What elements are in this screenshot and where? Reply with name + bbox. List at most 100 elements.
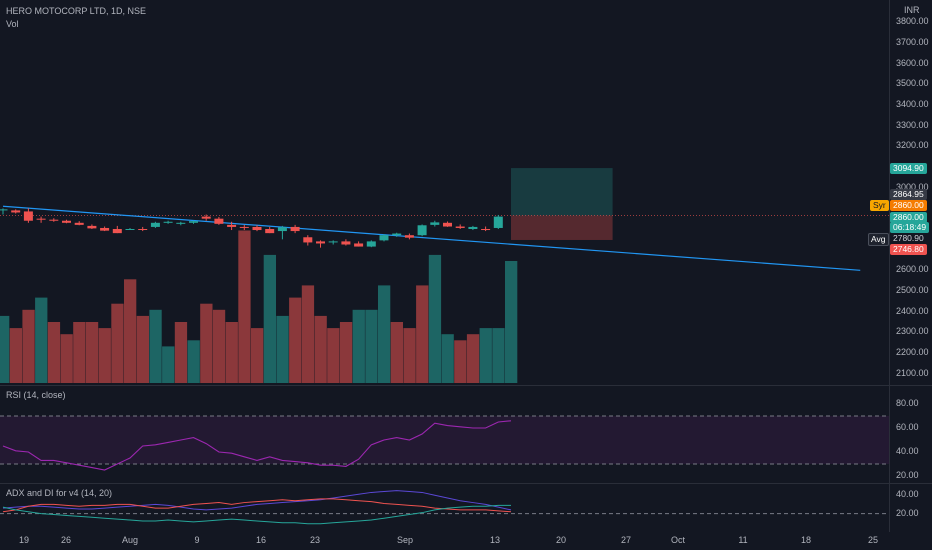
adx-line (2, 490, 512, 511)
volume-bar (327, 328, 340, 383)
volume-bar (479, 328, 492, 383)
candle-body (125, 229, 135, 230)
volume-bar (212, 309, 226, 383)
trendline (2, 205, 861, 271)
avg-price-tag: 2780.90 (890, 233, 927, 244)
volume-bar (22, 309, 35, 383)
syr-badge: Syr (870, 200, 889, 211)
rsi-label[interactable]: RSI (14, close) (6, 390, 66, 400)
rsi-band-fill (0, 416, 889, 464)
adx-label[interactable]: ADX and DI for v4 (14, 20) (6, 488, 113, 498)
stop-price-tag: 2746.80 (890, 244, 927, 255)
price-tick-label: 3600.00 (896, 57, 929, 68)
candle-body (214, 218, 224, 224)
time-tick-label: 16 (255, 535, 266, 545)
volume-bar (60, 334, 73, 383)
time-tick-label: 26 (60, 535, 71, 545)
volume-bar (289, 297, 302, 383)
time-tick-label: 11 (738, 535, 748, 545)
time-tick-label: 18 (800, 535, 811, 545)
candle-body (290, 226, 300, 232)
target-price-tag: 3094.90 (890, 163, 927, 174)
volume-label: Vol (6, 19, 19, 29)
time-tick-label: 9 (194, 535, 200, 545)
candle-body (252, 226, 262, 231)
candle-body (354, 243, 364, 247)
volume-bar (149, 309, 162, 383)
candle-body (277, 227, 287, 232)
candle-body (392, 233, 402, 236)
entry-price-tag: 2860.00 (890, 200, 927, 211)
stop-zone (511, 215, 613, 240)
price-tick-label: 2600.00 (896, 264, 929, 275)
di-minus-line (2, 498, 512, 513)
volume-bar (454, 340, 467, 383)
volume-bar (200, 303, 213, 383)
candle-body (87, 225, 97, 229)
price-tick-label: 3700.00 (896, 37, 929, 47)
candle-body (11, 210, 21, 213)
candle-body (176, 222, 186, 224)
time-tick-label: Aug (121, 535, 138, 545)
price-tick-label: 3500.00 (896, 78, 929, 89)
candle-body (49, 219, 59, 221)
candle-body (493, 216, 503, 228)
candle-body (74, 222, 84, 225)
candle-body (328, 241, 338, 243)
volume-bar (339, 322, 353, 383)
candle-body (379, 235, 389, 241)
candle-body (239, 226, 249, 228)
rsi-tick-label: 20.00 (896, 470, 919, 480)
volume-bar (162, 346, 175, 383)
volume-bar (238, 230, 251, 383)
rsi-tick-label: 40.00 (896, 446, 919, 456)
volume-bar (276, 315, 289, 383)
volume-bar (98, 328, 111, 383)
volume-bar (352, 309, 365, 383)
volume-bar (263, 254, 276, 383)
volume-bar (35, 297, 48, 383)
time-tick-label: 27 (620, 535, 631, 545)
candle-body (100, 227, 110, 231)
volume-bar (0, 315, 10, 383)
volume-bar (225, 322, 238, 383)
candle-body (227, 224, 237, 227)
price-tick-label: 2300.00 (896, 326, 929, 337)
avg-badge: Avg (868, 233, 889, 246)
candle-body (303, 237, 313, 243)
di-plus-line (2, 504, 511, 525)
volume-bar (505, 261, 518, 383)
time-tick-label: Sep (396, 535, 413, 545)
candle-body (468, 226, 478, 229)
candle-body (265, 229, 275, 234)
candle-body (316, 241, 325, 244)
candle-body (481, 229, 491, 231)
candle-body (341, 241, 351, 245)
volume-bar (441, 334, 454, 383)
price-tick-label: 3400.00 (896, 99, 929, 109)
currency-label: INR (904, 5, 920, 15)
volume-bar (85, 322, 99, 383)
volume-bar (124, 279, 137, 383)
symbol-title[interactable]: HERO MOTOCORP LTD, 1D, NSE (6, 6, 147, 16)
candle-body (430, 222, 440, 225)
candle-body (112, 229, 122, 234)
candle-body (36, 218, 46, 220)
volume-bar (378, 285, 391, 383)
volume-bar (428, 254, 442, 383)
time-tick-label: 19 (18, 535, 29, 545)
volume-bar (416, 285, 429, 383)
volume-bar (9, 328, 22, 383)
price-tick-label: 3000.00 (896, 181, 929, 192)
time-tick-label: 13 (489, 535, 500, 545)
candle-body (163, 221, 173, 223)
volume-bar (73, 322, 86, 383)
volume-bar (403, 328, 416, 383)
countdown-tag: 06:18:49 (890, 222, 930, 233)
rsi-tick-label: 60.00 (896, 422, 919, 432)
price-tick-label: 2400.00 (896, 305, 929, 316)
volume-bar (47, 322, 61, 383)
candle-body (62, 220, 71, 223)
volume-bar (251, 328, 264, 383)
